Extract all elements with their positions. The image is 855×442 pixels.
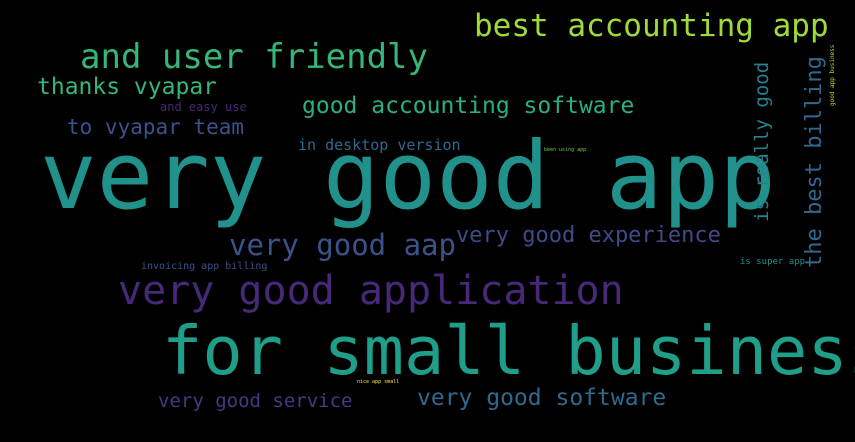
word-and-user-friendly: and user friendly	[80, 37, 428, 77]
word-very-good-app: very good app	[40, 122, 776, 231]
word-very-good-aap: very good aap	[229, 228, 456, 262]
word-very-good-service: very good service	[158, 390, 353, 412]
word-is-super-app: is super app	[740, 257, 806, 267]
word-been-using-app: been using app	[544, 147, 587, 153]
word-very-good-application: very good application	[118, 268, 624, 314]
word-good-accounting-software: good accounting software	[302, 93, 635, 119]
word-very-good-software: very good software	[417, 385, 667, 411]
word-the-best-billing: the best billing	[802, 56, 827, 268]
word-very-good-experience: very good experience	[456, 223, 721, 248]
word-and-easy-use: and easy use	[160, 100, 247, 114]
word-thanks-vyapar: thanks vyapar	[37, 74, 218, 100]
word-nice-app-small: nice app small	[357, 379, 400, 385]
word-best-accounting-app: best accounting app	[474, 8, 829, 44]
word-good-app-business: good app business	[829, 44, 836, 106]
word-to-vyapar-team: to vyapar team	[67, 115, 245, 139]
word-is-really-good: is really good	[751, 61, 773, 222]
word-invoicing-app-billing: invoicing app billing	[141, 261, 268, 272]
word-for-small-business: for small business	[162, 312, 855, 390]
word-in-desktop-version: in desktop version	[298, 136, 461, 154]
